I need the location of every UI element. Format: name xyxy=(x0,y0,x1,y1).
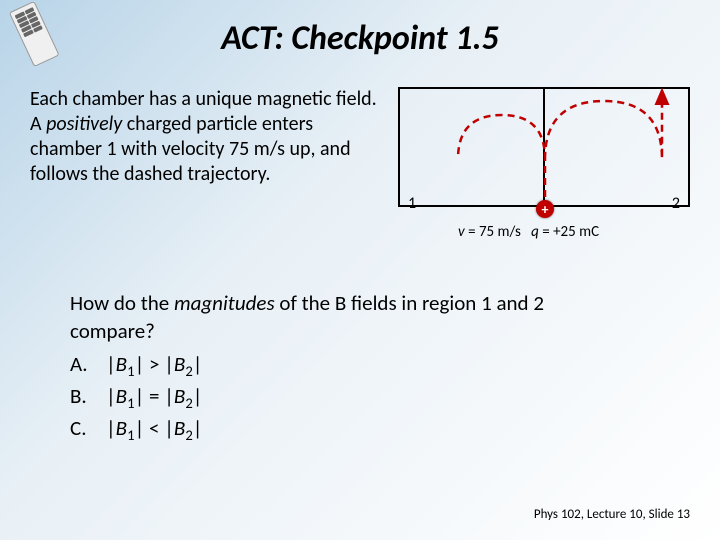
diagram-caption: v = 75 m/s q = +25 mC xyxy=(458,223,599,241)
answer-options: A. |B1| > |B2| B. |B1| = |B2| C. |B1| < … xyxy=(70,350,690,446)
trajectory-path xyxy=(398,87,690,211)
intro-paragraph: Each chamber has a unique magnetic field… xyxy=(30,87,378,217)
diagram-container: 1 2 + v = 75 m/s q = +25 mC xyxy=(398,87,690,217)
particle-icon: + xyxy=(536,200,554,218)
question-text: How do the magnitudes of the B fields in… xyxy=(70,289,610,346)
option-c: C. |B1| < |B2| xyxy=(70,414,690,446)
slide-footer: Phys 102, Lecture 10, Slide 13 xyxy=(534,507,690,522)
option-a: A. |B1| > |B2| xyxy=(70,350,690,382)
slide-title: ACT: Checkpoint 1.5 xyxy=(30,18,690,59)
option-b: B. |B1| = |B2| xyxy=(70,382,690,414)
clicker-image xyxy=(0,0,88,85)
